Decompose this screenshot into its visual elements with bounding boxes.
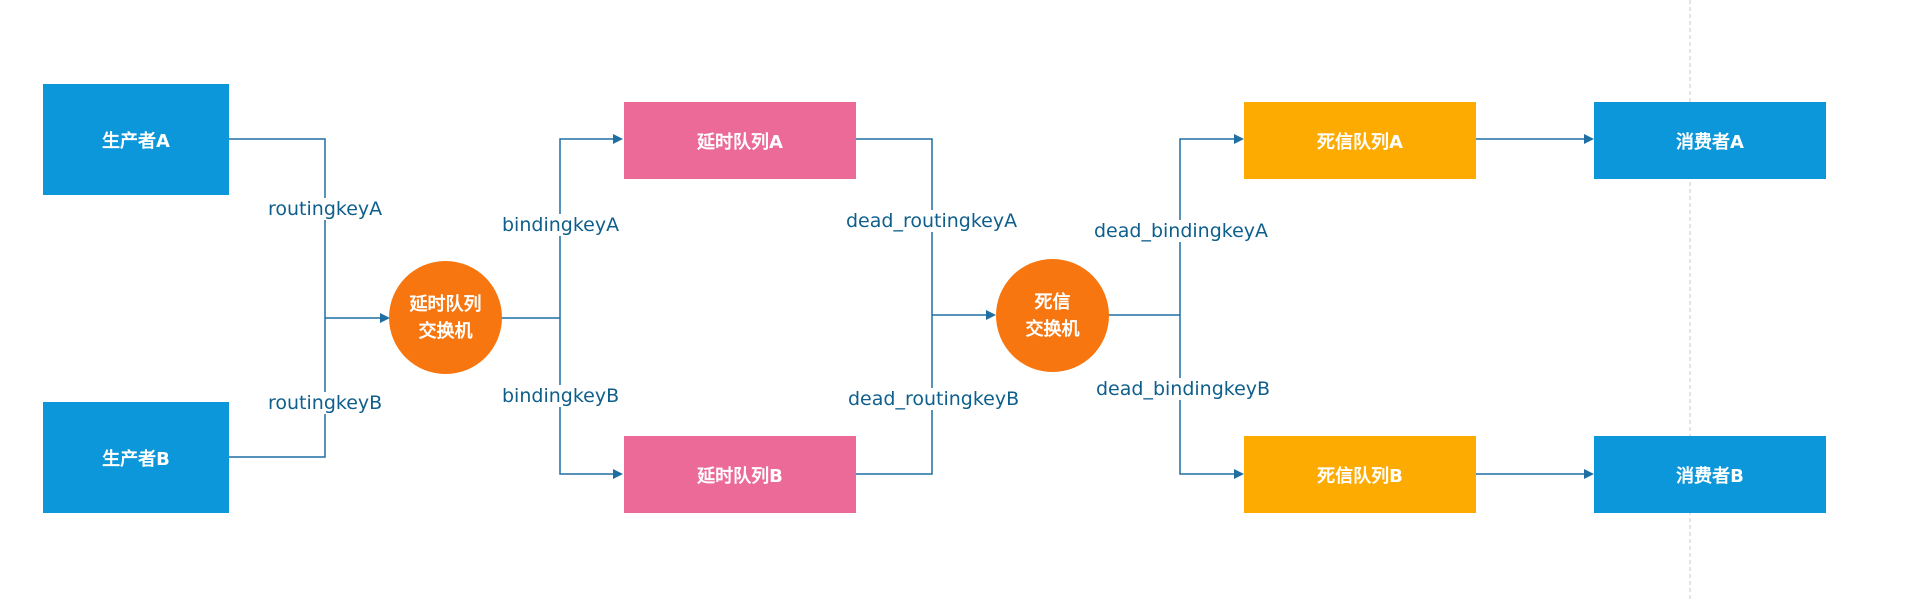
edge-label-bindingkey-b: bindingkeyB bbox=[500, 385, 622, 407]
edge-label-dead-bindingkey-b: dead_bindingkeyB bbox=[1094, 378, 1273, 400]
consumer-a-node[interactable]: 消费者A bbox=[1594, 102, 1826, 179]
edge-label-dead-bindingkey-a: dead_bindingkeyA bbox=[1092, 220, 1271, 242]
dead-queue-a-node[interactable]: 死信队列A bbox=[1244, 102, 1476, 179]
delay-exchange-line2: 交换机 bbox=[418, 320, 473, 342]
edge-dead-exchange-to-delay-queue-b bbox=[825, 315, 933, 475]
delay-exchange-node[interactable]: 延时队列 交换机 bbox=[389, 261, 502, 374]
delay-queue-a-node[interactable]: 延时队列A bbox=[624, 102, 856, 179]
edge-label-dead-routingkey-a: dead_routingkeyA bbox=[844, 210, 1020, 232]
producer-a-node[interactable]: 生产者A bbox=[43, 84, 229, 195]
dead-exchange-line1: 死信 bbox=[1034, 291, 1071, 313]
edge-producer-b-to-delay-exchange bbox=[228, 318, 326, 458]
edge-label-routingkey-b: routingkeyB bbox=[266, 392, 385, 414]
edge-to-delay-queue-a bbox=[559, 138, 615, 318]
arrowhead bbox=[1584, 469, 1594, 479]
arrowhead bbox=[1584, 134, 1594, 144]
dead-exchange-line2: 交换机 bbox=[1025, 318, 1080, 340]
edge-label-dead-routingkey-b: dead_routingkeyB bbox=[846, 388, 1022, 410]
dead-exchange-node[interactable]: 死信 交换机 bbox=[996, 259, 1109, 372]
consumer-b-node[interactable]: 消费者B bbox=[1594, 436, 1826, 513]
edge-to-dead-queue-b bbox=[1179, 315, 1236, 475]
arrowhead bbox=[613, 469, 623, 479]
edge-to-delay-queue-b bbox=[559, 318, 615, 475]
arrowhead bbox=[380, 313, 390, 323]
arrowhead bbox=[1234, 469, 1244, 479]
arrowhead bbox=[1234, 134, 1244, 144]
delay-exchange-line1: 延时队列 bbox=[409, 293, 482, 315]
delay-queue-b-node[interactable]: 延时队列B bbox=[624, 436, 856, 513]
edge-delay-queue-a-to-dead-exchange bbox=[855, 138, 933, 315]
arrowhead bbox=[986, 310, 996, 320]
edge-label-routingkey-a: routingkeyA bbox=[266, 198, 385, 220]
edge-label-bindingkey-a: bindingkeyA bbox=[500, 214, 622, 236]
edge-producer-a-to-delay-exchange bbox=[228, 138, 326, 318]
arrowhead bbox=[613, 134, 623, 144]
dead-queue-b-node[interactable]: 死信队列B bbox=[1244, 436, 1476, 513]
edge-to-dead-queue-a bbox=[1179, 138, 1236, 315]
producer-b-node[interactable]: 生产者B bbox=[43, 402, 229, 513]
